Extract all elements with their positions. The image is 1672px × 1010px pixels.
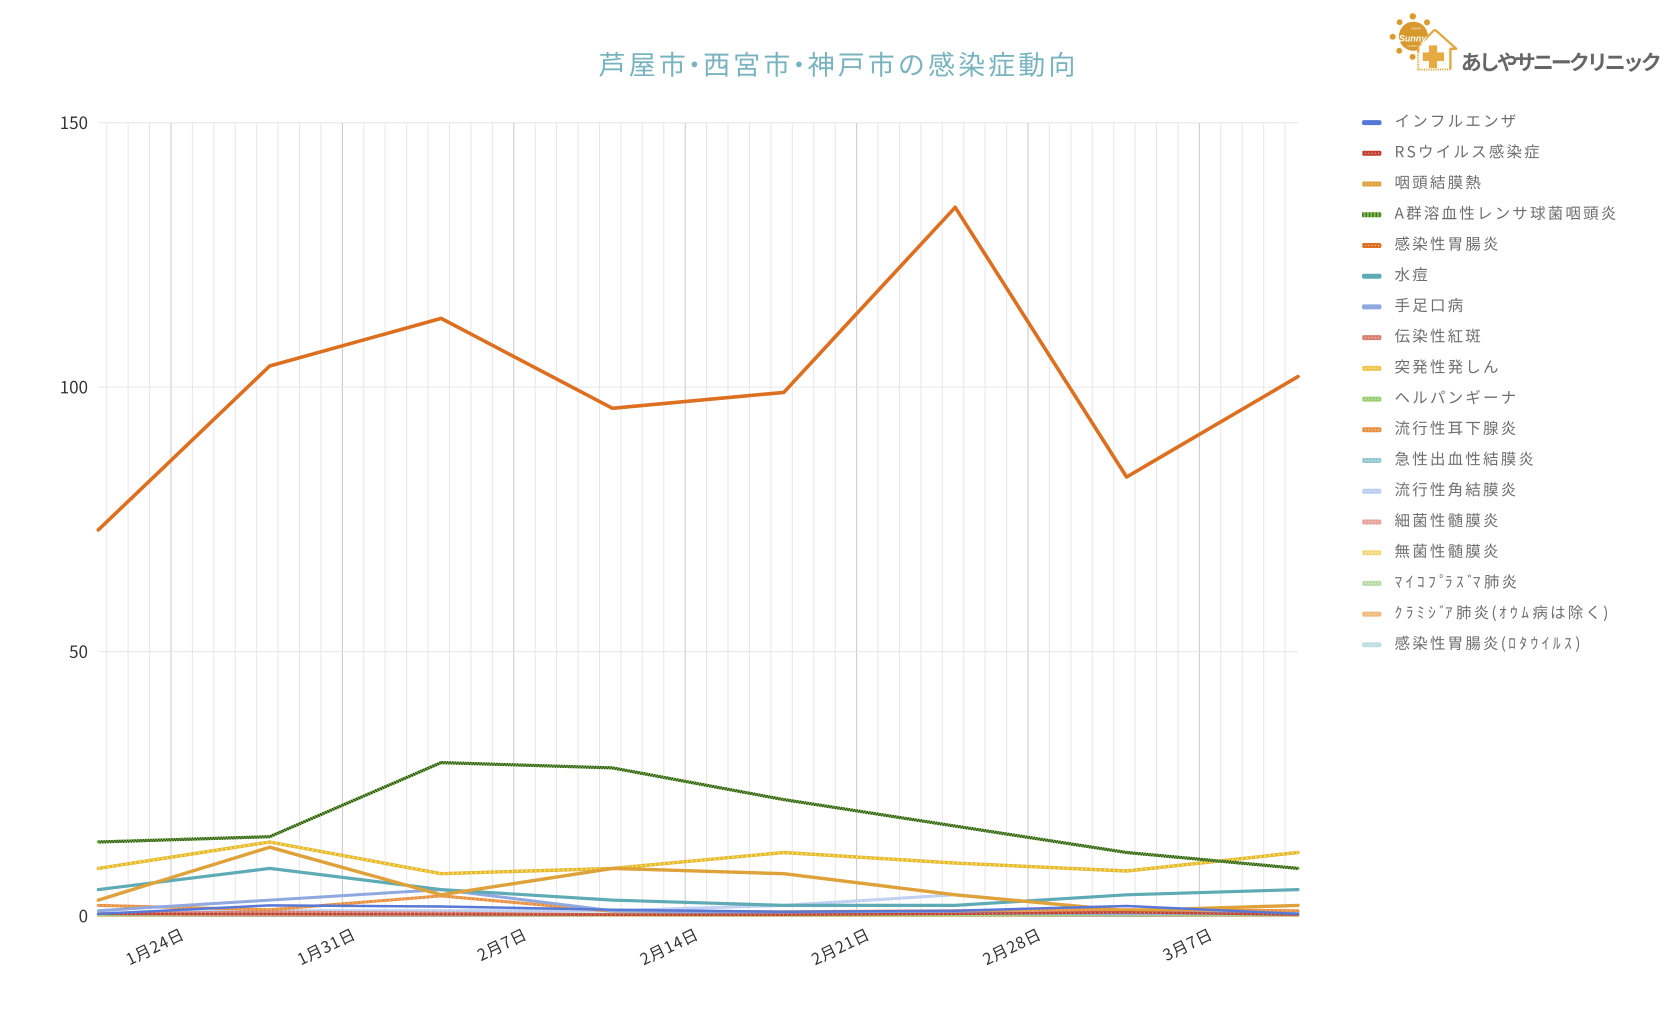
svg-text:Sunny: Sunny: [1399, 33, 1427, 43]
svg-text:CLINIC: CLINIC: [1407, 44, 1416, 48]
svg-text:ASHIYA: ASHIYA: [1411, 27, 1421, 31]
